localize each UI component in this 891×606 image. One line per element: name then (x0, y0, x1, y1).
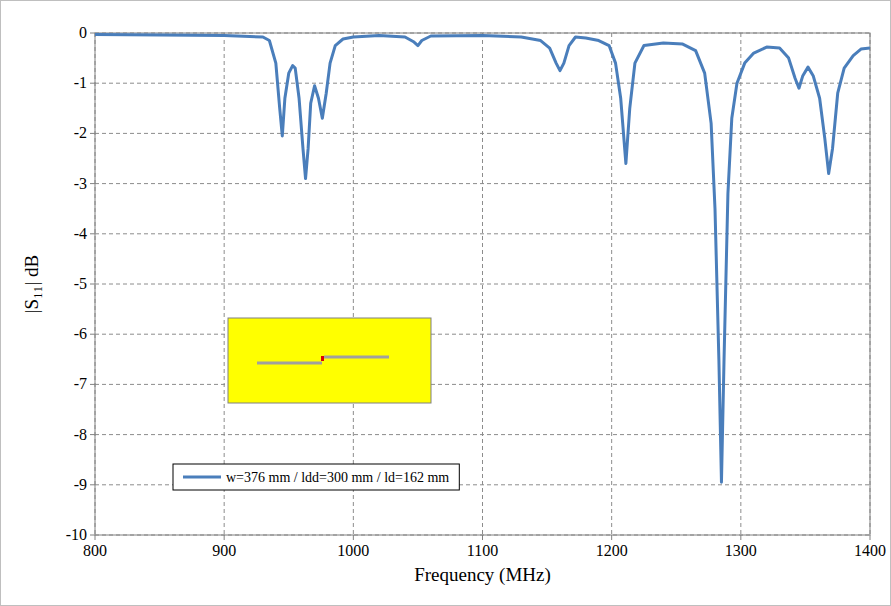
x-tick-label: 900 (212, 542, 236, 559)
y-grid-line (95, 233, 870, 234)
chart: 0 -1 -2 -3 -4 -5 -6 -7 -8 -9 -10800 900 1000 1100 1200… (0, 0, 891, 606)
x-tick (740, 535, 741, 540)
plot-data (95, 35, 870, 483)
x-tick-label: 800 (83, 542, 107, 559)
y-tick-label: -7 (74, 375, 87, 392)
x-tick (95, 535, 96, 540)
y-tick-label: -6 (74, 325, 87, 342)
y-tick (90, 233, 95, 234)
legend-swatch (183, 476, 221, 479)
x-tick (482, 535, 483, 540)
x-tick-label: 1200 (596, 542, 628, 559)
x-grid-line (740, 33, 741, 535)
y-tick-label: -3 (74, 175, 87, 192)
inset-element (324, 356, 389, 359)
chart-border (1, 1, 891, 606)
x-tick (611, 535, 612, 540)
x-grid-line (353, 33, 354, 535)
y-tick (90, 334, 95, 335)
y-tick-label: -1 (74, 74, 87, 91)
y-tick-label: -2 (74, 124, 87, 141)
legend-label: w=376 mm / ldd=300 mm / ld=162 mm (226, 470, 449, 485)
x-grid-line (482, 33, 483, 535)
legend: w=376 mm / ldd=300 mm / ld=162 mm (173, 464, 459, 490)
y-tick-label: 0 (79, 24, 87, 41)
y-tick (90, 434, 95, 435)
series-line (95, 35, 870, 483)
inset-background (228, 318, 431, 403)
y-tick (90, 484, 95, 485)
y-tick-label: -5 (74, 275, 87, 292)
x-tick-label: 1100 (467, 542, 498, 559)
y-tick (90, 133, 95, 134)
y-tick-label: -10 (66, 526, 87, 543)
antenna-inset (228, 318, 431, 403)
x-tick-label: 1400 (854, 542, 886, 559)
y-tick-label: -9 (74, 476, 87, 493)
y-tick (90, 183, 95, 184)
x-tick-label: 1000 (337, 542, 369, 559)
chart-root: 0 -1 -2 -3 -4 -5 -6 -7 -8 -9 -10800 900 1000 1100 1200… (0, 0, 891, 606)
y-tick-label: -8 (74, 426, 87, 443)
y-tick-label: -4 (74, 225, 87, 242)
y-tick (90, 535, 95, 536)
y-tick (90, 83, 95, 84)
x-tick (870, 535, 871, 540)
y-axis-title: |S₁₁| dB (21, 255, 42, 313)
x-tick-label: 1300 (725, 542, 757, 559)
legend-box (173, 464, 459, 490)
inset-element (257, 362, 322, 365)
x-grid-line (611, 33, 612, 535)
x-tick (224, 535, 225, 540)
grid (90, 33, 870, 540)
y-grid-line (95, 284, 870, 285)
y-tick (90, 384, 95, 385)
plot-frame (95, 33, 870, 535)
x-tick (353, 535, 354, 540)
x-axis-title: Frequency (MHz) (414, 564, 551, 586)
x-grid-line (224, 33, 225, 535)
inset-feed (321, 356, 324, 361)
y-tick (90, 33, 95, 34)
y-tick (90, 284, 95, 285)
